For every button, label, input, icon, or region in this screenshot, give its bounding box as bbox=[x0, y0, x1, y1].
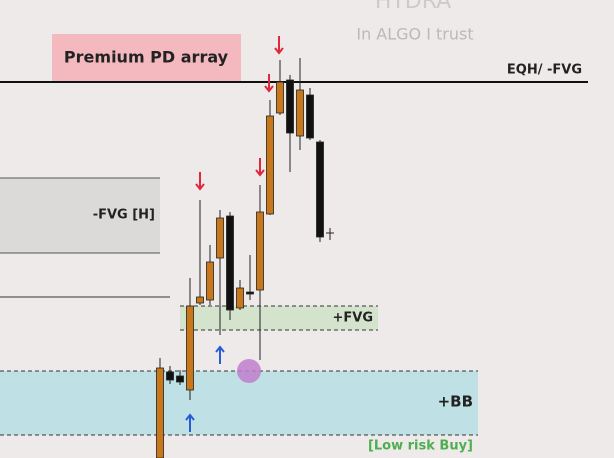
candle-body bbox=[176, 375, 184, 383]
candle-body bbox=[266, 115, 274, 215]
up-arrow bbox=[215, 345, 225, 364]
fvg-label: +FVG bbox=[332, 311, 373, 326]
candle-body bbox=[196, 296, 204, 304]
marker-circle bbox=[237, 359, 261, 383]
brand: HYDRA bbox=[375, 0, 451, 14]
candle-body bbox=[156, 367, 164, 458]
down-arrow bbox=[264, 74, 274, 93]
down-arrow bbox=[274, 36, 284, 55]
tagline: In ALGO I trust bbox=[356, 25, 473, 44]
candle-body bbox=[166, 371, 174, 381]
candle-body bbox=[206, 261, 214, 301]
premium-zone bbox=[52, 34, 241, 82]
fvg-zone bbox=[180, 306, 378, 330]
candle-body bbox=[216, 217, 224, 259]
candles bbox=[156, 58, 334, 458]
candle-body bbox=[316, 141, 324, 238]
down-arrow bbox=[255, 158, 265, 177]
bb-label: +BB bbox=[438, 393, 473, 411]
bb-zone bbox=[0, 371, 478, 435]
low-risk-label: [Low risk Buy] bbox=[368, 439, 473, 454]
candle-body bbox=[186, 305, 194, 391]
candle-body bbox=[246, 291, 254, 295]
arrows bbox=[185, 36, 284, 432]
candle-body bbox=[276, 81, 284, 114]
candle-body bbox=[306, 94, 314, 139]
candle-body bbox=[296, 89, 304, 137]
up-arrow bbox=[185, 413, 195, 432]
fvg-h-label: -FVG [H] bbox=[93, 208, 155, 223]
candle-body bbox=[226, 215, 234, 311]
down-arrow bbox=[195, 172, 205, 191]
eqh-label: EQH/ -FVG bbox=[507, 63, 582, 78]
candle-body bbox=[256, 211, 264, 291]
fvg-h-zone bbox=[0, 178, 160, 253]
premium-label: Premium PD array bbox=[64, 48, 229, 67]
candle-body bbox=[236, 287, 244, 309]
candle-body bbox=[286, 79, 294, 134]
